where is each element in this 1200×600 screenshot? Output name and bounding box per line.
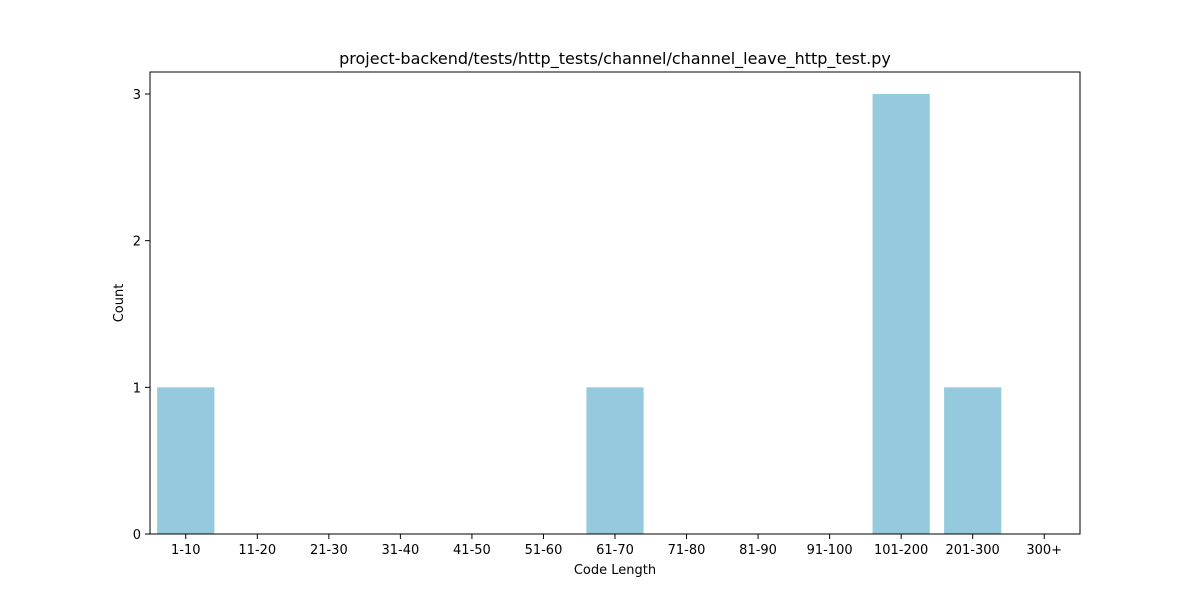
x-tick-label: 61-70 [596,543,634,558]
x-tick-label: 1-10 [171,543,201,558]
y-tick-label: 0 [133,528,141,543]
y-tick-label: 3 [133,88,141,103]
bar-61-70 [586,387,644,534]
x-tick-label: 71-80 [668,543,706,558]
x-tick-label: 81-90 [739,543,777,558]
x-tick-label: 201-300 [946,543,1000,558]
bars-group [157,94,1002,534]
y-axis-label: Count [112,284,127,323]
y-tick-label: 2 [133,235,141,250]
x-tick-label: 21-30 [310,543,348,558]
x-axis: 1-10 11-20 21-30 31-40 41-50 51-60 61-70 71-80 8… [171,534,1062,558]
x-tick-label: 41-50 [453,543,491,558]
x-axis-label: Code Length [574,563,656,578]
x-tick-label: 31-40 [381,543,419,558]
x-tick-label: 51-60 [525,543,563,558]
bar-201-300 [944,387,1002,534]
bar-101-200 [872,94,930,534]
bar-1-10 [157,387,215,534]
x-tick-label: 300+ [1026,543,1062,558]
y-tick-label: 1 [133,381,141,396]
y-axis: 0 1 2 3 [133,88,150,543]
x-tick-label: 91-100 [807,543,853,558]
chart-title: project-backend/tests/http_tests/channel… [339,49,891,69]
x-tick-label: 11-20 [238,543,276,558]
x-tick-label: 101-200 [874,543,928,558]
